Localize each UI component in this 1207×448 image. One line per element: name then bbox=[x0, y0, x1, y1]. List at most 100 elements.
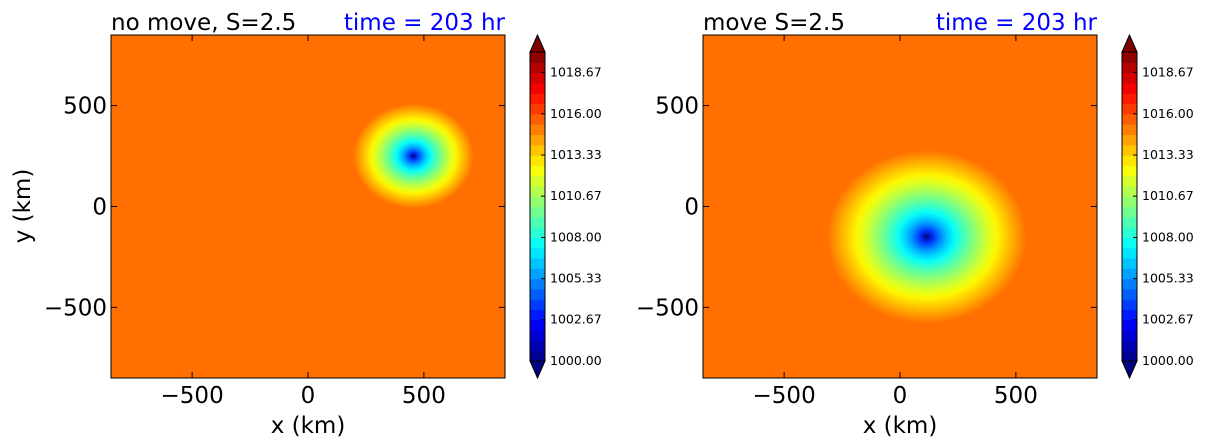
colorbar-tick-label: 1005.33 bbox=[1142, 271, 1194, 286]
colorbar-level bbox=[530, 299, 545, 311]
y-tick-label: −500 bbox=[636, 295, 699, 321]
colorbar-extend-top bbox=[1121, 33, 1138, 53]
colorbar-level bbox=[530, 134, 545, 146]
axes-left: −500 0 500 −500 0 500 bbox=[44, 35, 505, 409]
colorbar-level bbox=[530, 288, 545, 300]
colorbar-tick-label: 1013.33 bbox=[1142, 147, 1194, 162]
colorbar-level bbox=[530, 216, 545, 228]
colorbar-level bbox=[530, 155, 545, 166]
colorbar-level bbox=[1122, 330, 1137, 341]
colorbar-level bbox=[530, 144, 545, 156]
x-tick-label: 500 bbox=[402, 383, 446, 409]
time-label-right: time = 203 hr bbox=[936, 10, 1098, 36]
colorbar-level bbox=[530, 227, 545, 238]
colorbar-level bbox=[1122, 103, 1137, 115]
colorbar-tick-label: 1018.67 bbox=[550, 65, 602, 80]
colorbar-level bbox=[1122, 278, 1137, 290]
colorbar-level bbox=[1122, 268, 1137, 280]
colorbar-level bbox=[530, 278, 545, 290]
y-axis-label-left: y (km) bbox=[10, 169, 36, 244]
colorbar-level bbox=[1122, 216, 1137, 228]
colorbar-tick-label: 1008.00 bbox=[550, 229, 602, 244]
colorbar-tick-label: 1002.67 bbox=[550, 312, 602, 327]
colorbar-tick-label: 1013.33 bbox=[550, 147, 602, 162]
colorbar-level bbox=[1122, 155, 1137, 166]
colorbar-level bbox=[530, 309, 545, 321]
x-tick-label: 500 bbox=[994, 383, 1038, 409]
colorbar-level bbox=[1122, 237, 1137, 249]
y-tick-label: 500 bbox=[655, 94, 699, 120]
colorbar-level bbox=[530, 185, 545, 197]
colorbar-level bbox=[530, 350, 545, 362]
colorbar-level bbox=[1122, 82, 1137, 94]
colorbar-tick-label: 1016.00 bbox=[1142, 106, 1194, 121]
colorbar-level bbox=[1122, 124, 1137, 135]
colorbar-level bbox=[1122, 113, 1137, 125]
colorbar-level bbox=[1122, 247, 1137, 259]
colorbar-tick-label: 1010.67 bbox=[1142, 188, 1194, 203]
colorbar-tick-label: 1018.67 bbox=[1142, 65, 1194, 80]
colorbar-tick-label: 1002.67 bbox=[1142, 312, 1194, 327]
colorbar-frame bbox=[529, 51, 546, 362]
colorbar-level bbox=[1122, 288, 1137, 300]
colorbar-level bbox=[530, 268, 545, 280]
colorbar-frame bbox=[1121, 51, 1138, 362]
y-tick-label: 500 bbox=[63, 94, 107, 120]
chart-title-right: move S=2.5 bbox=[703, 10, 845, 36]
colorbar-level bbox=[1122, 185, 1137, 197]
colorbar-level bbox=[1122, 350, 1137, 362]
y-tick-label: −500 bbox=[44, 295, 107, 321]
colorbar-level bbox=[530, 103, 545, 115]
colorbar-level bbox=[530, 82, 545, 94]
colorbar-left: 1000.00 1002.67 1005.33 1008.00 1010.67 1013.… bbox=[529, 33, 602, 380]
x-tick-label: −500 bbox=[161, 383, 224, 409]
colorbar-level bbox=[1122, 258, 1137, 269]
colorbar-level bbox=[530, 330, 545, 341]
chart-title-left: no move, S=2.5 bbox=[111, 10, 296, 36]
colorbar-level bbox=[1122, 299, 1137, 311]
colorbar-level bbox=[530, 340, 545, 352]
x-axis-label-left: x (km) bbox=[271, 413, 346, 439]
panel-right: −500 0 500 −500 0 500 move S=2.5 time = 203 h… bbox=[636, 10, 1098, 439]
colorbar-extend-top bbox=[529, 33, 546, 53]
axes-right: −500 0 500 −500 0 500 bbox=[636, 35, 1097, 409]
plot-background-left bbox=[111, 35, 505, 378]
vortex-right bbox=[826, 150, 1027, 324]
colorbar-extend-bottom bbox=[529, 360, 546, 380]
colorbar-level bbox=[1122, 175, 1137, 187]
vortex-left bbox=[353, 103, 474, 209]
y-tick-label: 0 bbox=[92, 195, 107, 221]
colorbar-level bbox=[1122, 93, 1137, 105]
colorbar-level bbox=[1122, 196, 1137, 208]
colorbar-extend-bottom bbox=[1121, 360, 1138, 380]
colorbar-level bbox=[1122, 227, 1137, 238]
colorbar-tick-label: 1016.00 bbox=[550, 106, 602, 121]
colorbar-tick-label: 1008.00 bbox=[1142, 229, 1194, 244]
y-tick-label: 0 bbox=[684, 195, 699, 221]
colorbar-level bbox=[1122, 340, 1137, 352]
colorbar-level bbox=[1122, 144, 1137, 156]
colorbar-level bbox=[530, 93, 545, 105]
colorbar-level bbox=[1122, 52, 1137, 63]
colorbar-level bbox=[1122, 206, 1137, 218]
colorbar-level bbox=[530, 247, 545, 259]
colorbar-level bbox=[530, 113, 545, 125]
time-label-left: time = 203 hr bbox=[344, 10, 506, 36]
colorbar-level bbox=[530, 319, 545, 331]
colorbar-level bbox=[530, 72, 545, 84]
colorbar-level bbox=[1122, 62, 1137, 74]
colorbar-tick-label: 1000.00 bbox=[550, 353, 602, 368]
colorbar-level bbox=[530, 124, 545, 135]
colorbar-level bbox=[530, 206, 545, 218]
colorbar-tick-label: 1010.67 bbox=[550, 188, 602, 203]
colorbar-level bbox=[1122, 72, 1137, 84]
panel-left: −500 0 500 −500 0 500 no move, S=2.5 time = 2… bbox=[10, 10, 506, 439]
colorbar-level bbox=[1122, 134, 1137, 146]
colorbar-level bbox=[1122, 319, 1137, 331]
colorbar-level bbox=[530, 62, 545, 74]
colorbar-tick-label: 1000.00 bbox=[1142, 353, 1194, 368]
x-tick-label: 0 bbox=[893, 383, 908, 409]
colorbar-level bbox=[1122, 165, 1137, 177]
colorbar-level bbox=[530, 258, 545, 269]
x-axis-label-right: x (km) bbox=[863, 413, 938, 439]
